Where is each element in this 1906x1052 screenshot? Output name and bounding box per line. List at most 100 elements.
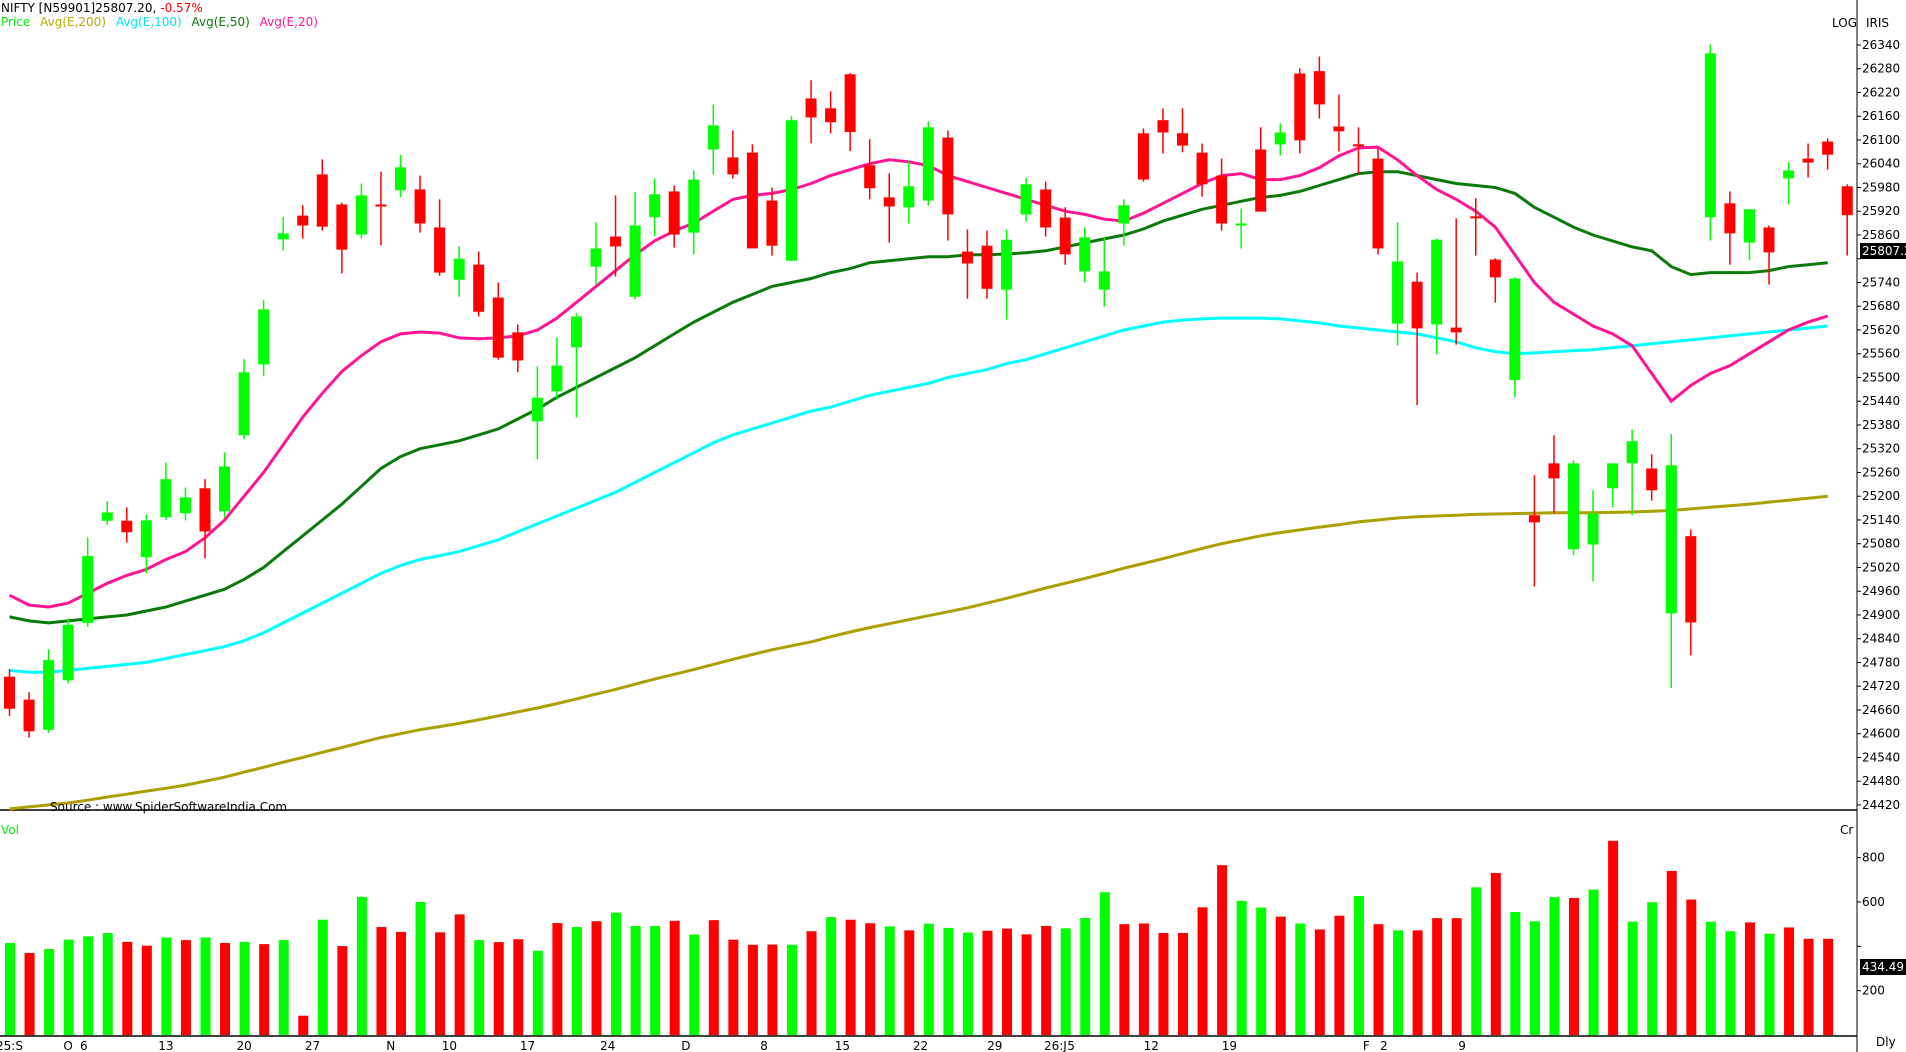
candle-body[interactable]: [316, 174, 328, 227]
volume-bar[interactable]: [747, 944, 758, 1035]
volume-bar[interactable]: [591, 921, 602, 1035]
volume-bar[interactable]: [1803, 938, 1814, 1035]
legend-ema20[interactable]: Avg(E,20): [259, 15, 318, 29]
candle-body[interactable]: [590, 248, 602, 267]
candle-body[interactable]: [1822, 141, 1834, 155]
volume-bar[interactable]: [24, 952, 35, 1035]
candle-body[interactable]: [1411, 281, 1423, 329]
volume-bar[interactable]: [200, 937, 211, 1035]
candle-body[interactable]: [1098, 271, 1110, 290]
candle-body[interactable]: [746, 152, 758, 249]
volume-bar[interactable]: [396, 931, 406, 1035]
volume-bar[interactable]: [787, 944, 797, 1035]
iris-label[interactable]: IRIS: [1866, 16, 1890, 30]
candle-body[interactable]: [140, 520, 152, 558]
candle-body[interactable]: [1040, 189, 1052, 228]
volume-bar[interactable]: [1569, 897, 1579, 1035]
candle-body[interactable]: [1626, 441, 1638, 464]
volume-bar[interactable]: [1295, 923, 1306, 1035]
volume-bar[interactable]: [161, 937, 172, 1035]
volume-bar[interactable]: [552, 923, 563, 1035]
volume-bar[interactable]: [259, 944, 270, 1035]
volume-bar[interactable]: [1529, 921, 1540, 1035]
volume-bar[interactable]: [83, 936, 94, 1035]
volume-bar[interactable]: [1744, 922, 1755, 1035]
candle-body[interactable]: [1157, 120, 1169, 133]
candle-body[interactable]: [1118, 205, 1130, 224]
volume-bar[interactable]: [1393, 930, 1404, 1035]
volume-bar[interactable]: [415, 901, 426, 1035]
volume-bar[interactable]: [1002, 928, 1013, 1035]
candle-body[interactable]: [570, 316, 582, 348]
volume-bar[interactable]: [1432, 918, 1443, 1035]
candle-body[interactable]: [1001, 239, 1013, 290]
candle-body[interactable]: [1528, 515, 1540, 523]
volume-bar[interactable]: [1119, 924, 1130, 1035]
volume-bar[interactable]: [435, 932, 446, 1035]
volume-bar[interactable]: [1334, 915, 1345, 1035]
candle-body[interactable]: [688, 179, 700, 233]
legend-ema100[interactable]: Avg(E,100): [115, 15, 182, 29]
candle-body[interactable]: [961, 251, 973, 264]
volume-bar[interactable]: [1725, 931, 1736, 1035]
volume-bar[interactable]: [826, 917, 837, 1035]
volume-bar[interactable]: [728, 939, 739, 1035]
candle-body[interactable]: [1352, 144, 1364, 147]
candle-body[interactable]: [512, 332, 524, 361]
candle-body[interactable]: [1548, 463, 1560, 479]
volume-bar[interactable]: [1217, 865, 1228, 1035]
candle-body[interactable]: [1079, 237, 1091, 272]
volume-bar[interactable]: [845, 919, 856, 1035]
volume-bar[interactable]: [571, 927, 582, 1035]
volume-bar[interactable]: [180, 940, 191, 1035]
volume-bar[interactable]: [376, 927, 387, 1035]
volume-bar[interactable]: [1373, 924, 1384, 1035]
volume-bar[interactable]: [493, 942, 504, 1035]
candle-body[interactable]: [981, 245, 993, 289]
volume-bar[interactable]: [1451, 918, 1462, 1035]
volume-bar[interactable]: [1099, 892, 1110, 1035]
volume-bar[interactable]: [1060, 928, 1071, 1035]
candle-body[interactable]: [82, 555, 94, 623]
volume-bar[interactable]: [1647, 902, 1658, 1035]
candle-body[interactable]: [668, 191, 680, 235]
candle-body[interactable]: [1763, 227, 1775, 253]
volume-bar[interactable]: [611, 912, 622, 1035]
volume-bar[interactable]: [122, 941, 133, 1035]
candle-body[interactable]: [1568, 463, 1579, 550]
candle-body[interactable]: [179, 497, 191, 514]
volume-bar[interactable]: [1627, 921, 1638, 1035]
legend-price[interactable]: Price: [1, 15, 31, 29]
volume-bar[interactable]: [708, 920, 719, 1035]
candle-body[interactable]: [160, 479, 172, 518]
candle-body[interactable]: [805, 98, 817, 118]
volume-bar[interactable]: [806, 931, 817, 1035]
volume-bar[interactable]: [1158, 933, 1169, 1035]
candle-body[interactable]: [649, 194, 661, 218]
candle-body[interactable]: [551, 365, 563, 392]
volume-bar[interactable]: [239, 941, 250, 1035]
candle-body[interactable]: [473, 264, 485, 312]
candle-body[interactable]: [1802, 158, 1814, 163]
volume-bar[interactable]: [1412, 930, 1423, 1035]
candle-body[interactable]: [1607, 463, 1619, 489]
candle-body[interactable]: [922, 127, 934, 201]
volume-bar[interactable]: [1353, 895, 1364, 1035]
candle-body[interactable]: [1646, 468, 1658, 491]
volume-bar[interactable]: [669, 920, 680, 1035]
candle-body[interactable]: [492, 297, 504, 358]
candle-body[interactable]: [1294, 73, 1306, 141]
candle-body[interactable]: [1587, 513, 1599, 545]
volume-bar[interactable]: [1178, 933, 1188, 1035]
candle-body[interactable]: [1470, 216, 1482, 219]
candle-body[interactable]: [395, 167, 406, 191]
candle-body[interactable]: [1724, 203, 1736, 234]
candle-body[interactable]: [707, 125, 719, 150]
candle-body[interactable]: [434, 227, 446, 273]
candle-body[interactable]: [1841, 186, 1853, 216]
candle-body[interactable]: [297, 215, 309, 226]
volume-bar[interactable]: [1080, 917, 1091, 1035]
candle-body[interactable]: [258, 309, 270, 365]
volume-bar[interactable]: [904, 930, 915, 1035]
